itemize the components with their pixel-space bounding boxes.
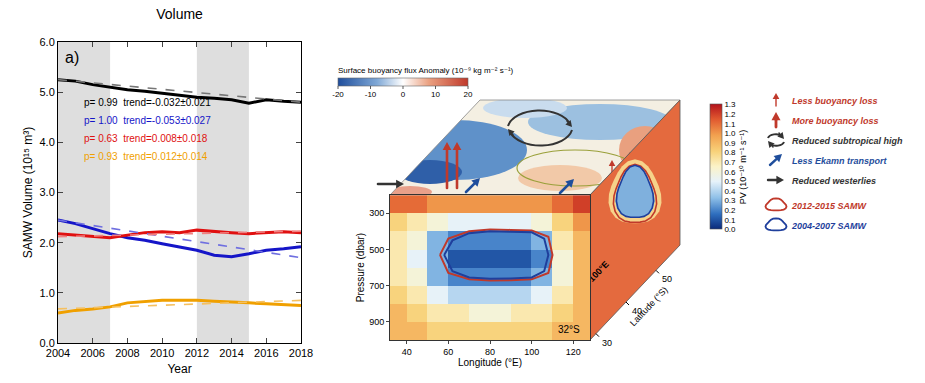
svg-text:80: 80 (485, 347, 495, 357)
svg-text:900: 900 (369, 317, 384, 327)
svg-text:1.3: 1.3 (724, 100, 736, 109)
svg-text:0.5: 0.5 (724, 177, 736, 186)
svg-text:10: 10 (431, 90, 440, 99)
svg-text:PV (10⁻¹⁰ m⁻¹ s⁻¹): PV (10⁻¹⁰ m⁻¹ s⁻¹) (738, 130, 748, 204)
svg-text:2008: 2008 (115, 347, 139, 359)
svg-text:60: 60 (443, 347, 453, 357)
svg-text:1.0: 1.0 (40, 287, 55, 299)
svg-text:2.0: 2.0 (40, 237, 55, 249)
svg-text:1.2: 1.2 (724, 110, 736, 119)
svg-text:0.0: 0.0 (40, 337, 55, 349)
svg-text:p= 0.93 trend=0.012±0.014: p= 0.93 trend=0.012±0.014 (84, 151, 208, 162)
svg-text:2004-2007 SAMW: 2004-2007 SAMW (791, 221, 868, 231)
svg-text:0.0: 0.0 (724, 225, 736, 234)
svg-text:0.1: 0.1 (724, 216, 736, 225)
svg-text:Volume: Volume (156, 6, 203, 22)
svg-text:2018: 2018 (289, 347, 313, 359)
svg-text:-10: -10 (365, 90, 377, 99)
svg-text:2006: 2006 (80, 347, 104, 359)
svg-text:Latitude (°S): Latitude (°S) (628, 285, 670, 328)
svg-text:4.0: 4.0 (40, 136, 55, 148)
svg-text:Less Ekamn transport: Less Ekamn transport (792, 156, 888, 166)
svg-text:32°S: 32°S (558, 324, 580, 335)
svg-text:500: 500 (369, 245, 384, 255)
svg-text:2012: 2012 (185, 347, 209, 359)
svg-text:-20: -20 (332, 90, 344, 99)
svg-text:Reduced westerlies: Reduced westerlies (792, 176, 876, 186)
svg-text:50: 50 (662, 274, 672, 284)
svg-text:More buoyancy loss: More buoyancy loss (792, 116, 879, 126)
svg-text:2014: 2014 (219, 347, 243, 359)
svg-text:30: 30 (602, 338, 612, 348)
svg-text:0.3: 0.3 (724, 196, 736, 205)
svg-text:0: 0 (401, 90, 406, 99)
svg-text:0.2: 0.2 (724, 206, 736, 215)
svg-text:Reduced subtropical high: Reduced subtropical high (792, 136, 903, 146)
svg-text:0.6: 0.6 (724, 168, 736, 177)
svg-text:Surface buoyancy flux Anomaly: Surface buoyancy flux Anomaly (10⁻⁹ kg m… (338, 66, 514, 75)
svg-text:Less buoyancy loss: Less buoyancy loss (792, 96, 878, 106)
svg-text:p= 1.00 trend=-0.053±0.027: p= 1.00 trend=-0.053±0.027 (84, 115, 211, 126)
svg-text:0.9: 0.9 (724, 139, 736, 148)
svg-text:p= 0.99 trend=-0.032±0.021: p= 0.99 trend=-0.032±0.021 (84, 97, 211, 108)
svg-text:1.1: 1.1 (724, 119, 736, 128)
svg-text:Year: Year (167, 362, 191, 376)
svg-text:Pressure (dbar): Pressure (dbar) (355, 233, 366, 302)
svg-text:5.0: 5.0 (40, 86, 55, 98)
svg-text:SAMW Volume (10¹⁵ m³): SAMW Volume (10¹⁵ m³) (21, 127, 35, 259)
svg-text:2012-2015 SAMW: 2012-2015 SAMW (791, 201, 868, 211)
svg-text:0.7: 0.7 (724, 158, 736, 167)
svg-text:1.0: 1.0 (724, 129, 736, 138)
svg-text:p= 0.63 trend=0.008±0.018: p= 0.63 trend=0.008±0.018 (84, 133, 208, 144)
svg-text:700: 700 (369, 281, 384, 291)
svg-text:2010: 2010 (150, 347, 174, 359)
svg-text:a): a) (65, 49, 79, 66)
svg-text:Longitude (°E): Longitude (°E) (458, 357, 522, 368)
svg-text:6.0: 6.0 (40, 36, 55, 48)
svg-text:0.8: 0.8 (724, 148, 736, 157)
svg-text:100: 100 (524, 347, 539, 357)
svg-text:120: 120 (566, 347, 581, 357)
svg-text:2004: 2004 (46, 347, 70, 359)
svg-text:300: 300 (369, 208, 384, 218)
svg-text:2016: 2016 (254, 347, 278, 359)
svg-text:0.4: 0.4 (724, 187, 736, 196)
svg-text:3.0: 3.0 (40, 186, 55, 198)
svg-text:40: 40 (402, 347, 412, 357)
svg-text:100°E: 100°E (587, 259, 611, 284)
svg-text:20: 20 (464, 90, 473, 99)
